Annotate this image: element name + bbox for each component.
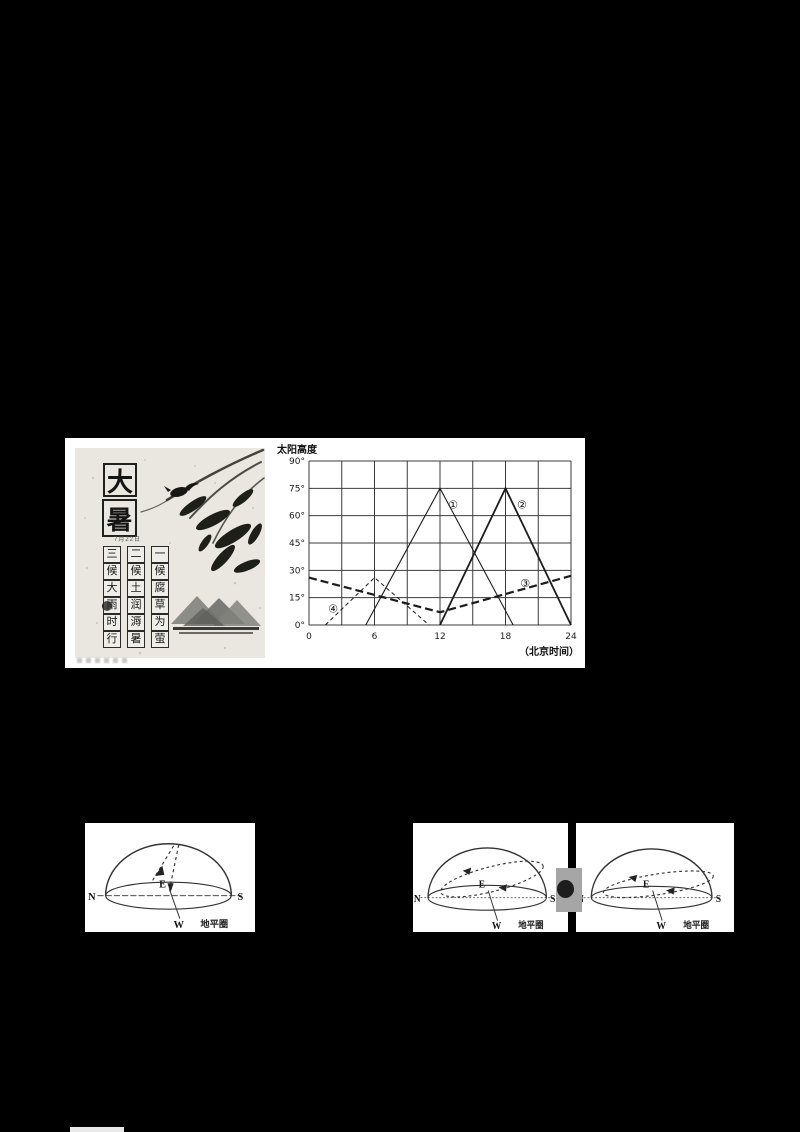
y-tick-label: 45° — [289, 539, 305, 549]
pentad-char: 候 — [151, 563, 169, 580]
pentad-char: 大 — [103, 580, 121, 597]
label-east: E — [479, 879, 486, 891]
x-tick-label: 12 — [434, 632, 445, 642]
dome-outline — [104, 843, 233, 896]
label-east: E — [643, 879, 650, 890]
series-line-③ — [308, 574, 572, 614]
y-tick-label: 90° — [289, 457, 305, 467]
series-line-① — [365, 487, 514, 626]
label-south: S — [550, 894, 556, 906]
poster-title-char-2: 暑 — [102, 499, 137, 537]
series-label-④: ④ — [328, 603, 338, 616]
exam-figure-panel: 大 暑 7月22日 一候腐草为萤 二候土润溽暑 三候大雨时行 0° 15° 30° 4… — [65, 438, 585, 668]
mountains — [171, 596, 261, 634]
pentad-char: 草 — [151, 597, 169, 614]
x-axis-title: （北京时间） — [519, 645, 579, 658]
arrow-up-icon — [155, 865, 165, 876]
sun-path-dashed-ellipse — [440, 860, 544, 898]
horizon-circle — [427, 884, 547, 911]
series-label-①: ① — [448, 499, 458, 512]
y-tick-label: 0° — [295, 621, 305, 631]
y-tick-label: 60° — [289, 512, 305, 522]
y-tick-label: 30° — [289, 566, 305, 576]
label-west: W — [174, 920, 185, 931]
sun-path-dashed-line — [168, 844, 180, 890]
pentad-char: 萤 — [151, 631, 169, 648]
horizon-circle — [590, 885, 713, 910]
poster-title-char-1: 大 — [103, 463, 137, 497]
pentad-char: 雨 — [103, 597, 121, 614]
y-tick-label: 75° — [289, 484, 305, 494]
pentad-char: 时 — [103, 614, 121, 631]
arrow-icon — [498, 884, 507, 892]
y-tick-label: 15° — [289, 594, 305, 604]
poster-ink-art — [84, 448, 265, 655]
pentad-char: 土 — [127, 580, 145, 597]
scan-artifact-dot — [557, 880, 574, 898]
x-tick-label: 24 — [565, 632, 577, 642]
bird-icon — [164, 483, 199, 497]
scan-artifact — [556, 868, 582, 912]
pentad-char: 候 — [103, 563, 121, 580]
dome-outline — [590, 848, 713, 898]
char-da: 大 — [106, 467, 133, 497]
label-south: S — [716, 894, 722, 905]
solar-altitude-chart: 0° 15° 30° 45° 60° 75° 90° 0 6 12 18 24 太阳高度 （北京时间） ① ②… — [275, 441, 581, 663]
pentad-char: 溽 — [127, 614, 145, 631]
pentad-char: 为 — [151, 614, 169, 631]
pentad-column-third: 三候大雨时行 — [103, 546, 121, 648]
label-north: N — [414, 894, 421, 906]
series-label-②: ② — [517, 499, 527, 512]
x-tick-label: 6 — [372, 632, 378, 642]
x-tick-label: 0 — [306, 632, 312, 642]
pentad-char: 一 — [151, 546, 169, 563]
dome-outline — [427, 847, 548, 898]
pentad-column-first: 一候腐草为萤 — [151, 546, 169, 648]
x-tick-label: 18 — [500, 632, 512, 642]
solar-term-poster: 大 暑 7月22日 一候腐草为萤 二候土润溽暑 三候大雨时行 — [75, 448, 265, 658]
hemisphere-diagram-tilted-path-low: N S E W 地平圈 — [576, 823, 734, 932]
pentad-char: 行 — [103, 631, 121, 648]
sun-path-dashed-ellipse — [602, 870, 714, 899]
pentad-char: 润 — [127, 597, 145, 614]
label-west: W — [656, 921, 666, 932]
pentad-column-second: 二候土润溽暑 — [127, 546, 145, 648]
arrow-icon — [628, 874, 638, 883]
pentad-char: 暑 — [127, 631, 145, 648]
pentad-char: 候 — [127, 563, 145, 580]
series-line-④ — [325, 576, 430, 626]
ew-sight-line — [652, 890, 663, 921]
ink-seal — [102, 601, 112, 611]
label-north: N — [88, 892, 96, 903]
paper-texture — [84, 459, 261, 655]
char-shu: 暑 — [106, 505, 133, 535]
horizon-caption: 地平圈 — [200, 918, 228, 930]
label-east: E — [159, 879, 166, 890]
page-bottom-sliver — [70, 1127, 124, 1132]
ew-sight-line — [487, 890, 498, 921]
sun-path-dashed-line — [150, 845, 175, 884]
horizon-caption: 地平圈 — [683, 918, 709, 930]
ink-leaves — [179, 489, 262, 573]
label-west: W — [492, 920, 501, 932]
ew-sight-line — [168, 889, 181, 919]
arrow-icon — [666, 887, 675, 895]
horizon-caption: 地平圈 — [518, 918, 543, 931]
y-axis-title: 太阳高度 — [276, 443, 318, 456]
pentad-char: 二 — [127, 546, 145, 563]
hemisphere-diagram-tilted-path-high: N S E W 地平圈 — [413, 823, 568, 932]
poster-date: 7月22日 — [114, 537, 142, 543]
series-line-② — [439, 486, 572, 626]
faint-watermark — [77, 658, 129, 663]
arrow-icon — [462, 867, 472, 875]
arrow-down-icon — [167, 883, 174, 893]
series-label-③: ③ — [520, 577, 530, 590]
label-south: S — [237, 892, 243, 903]
solar-altitude-plot: 0° 15° 30° 45° 60° 75° 90° 0 6 12 18 24 太阳高度 （北京时间） ① ②… — [276, 443, 579, 658]
hemisphere-diagram-zenith-path: N S E W 地平圈 — [85, 823, 255, 932]
pentad-char: 三 — [103, 546, 121, 563]
pentad-char: 腐 — [151, 580, 169, 597]
